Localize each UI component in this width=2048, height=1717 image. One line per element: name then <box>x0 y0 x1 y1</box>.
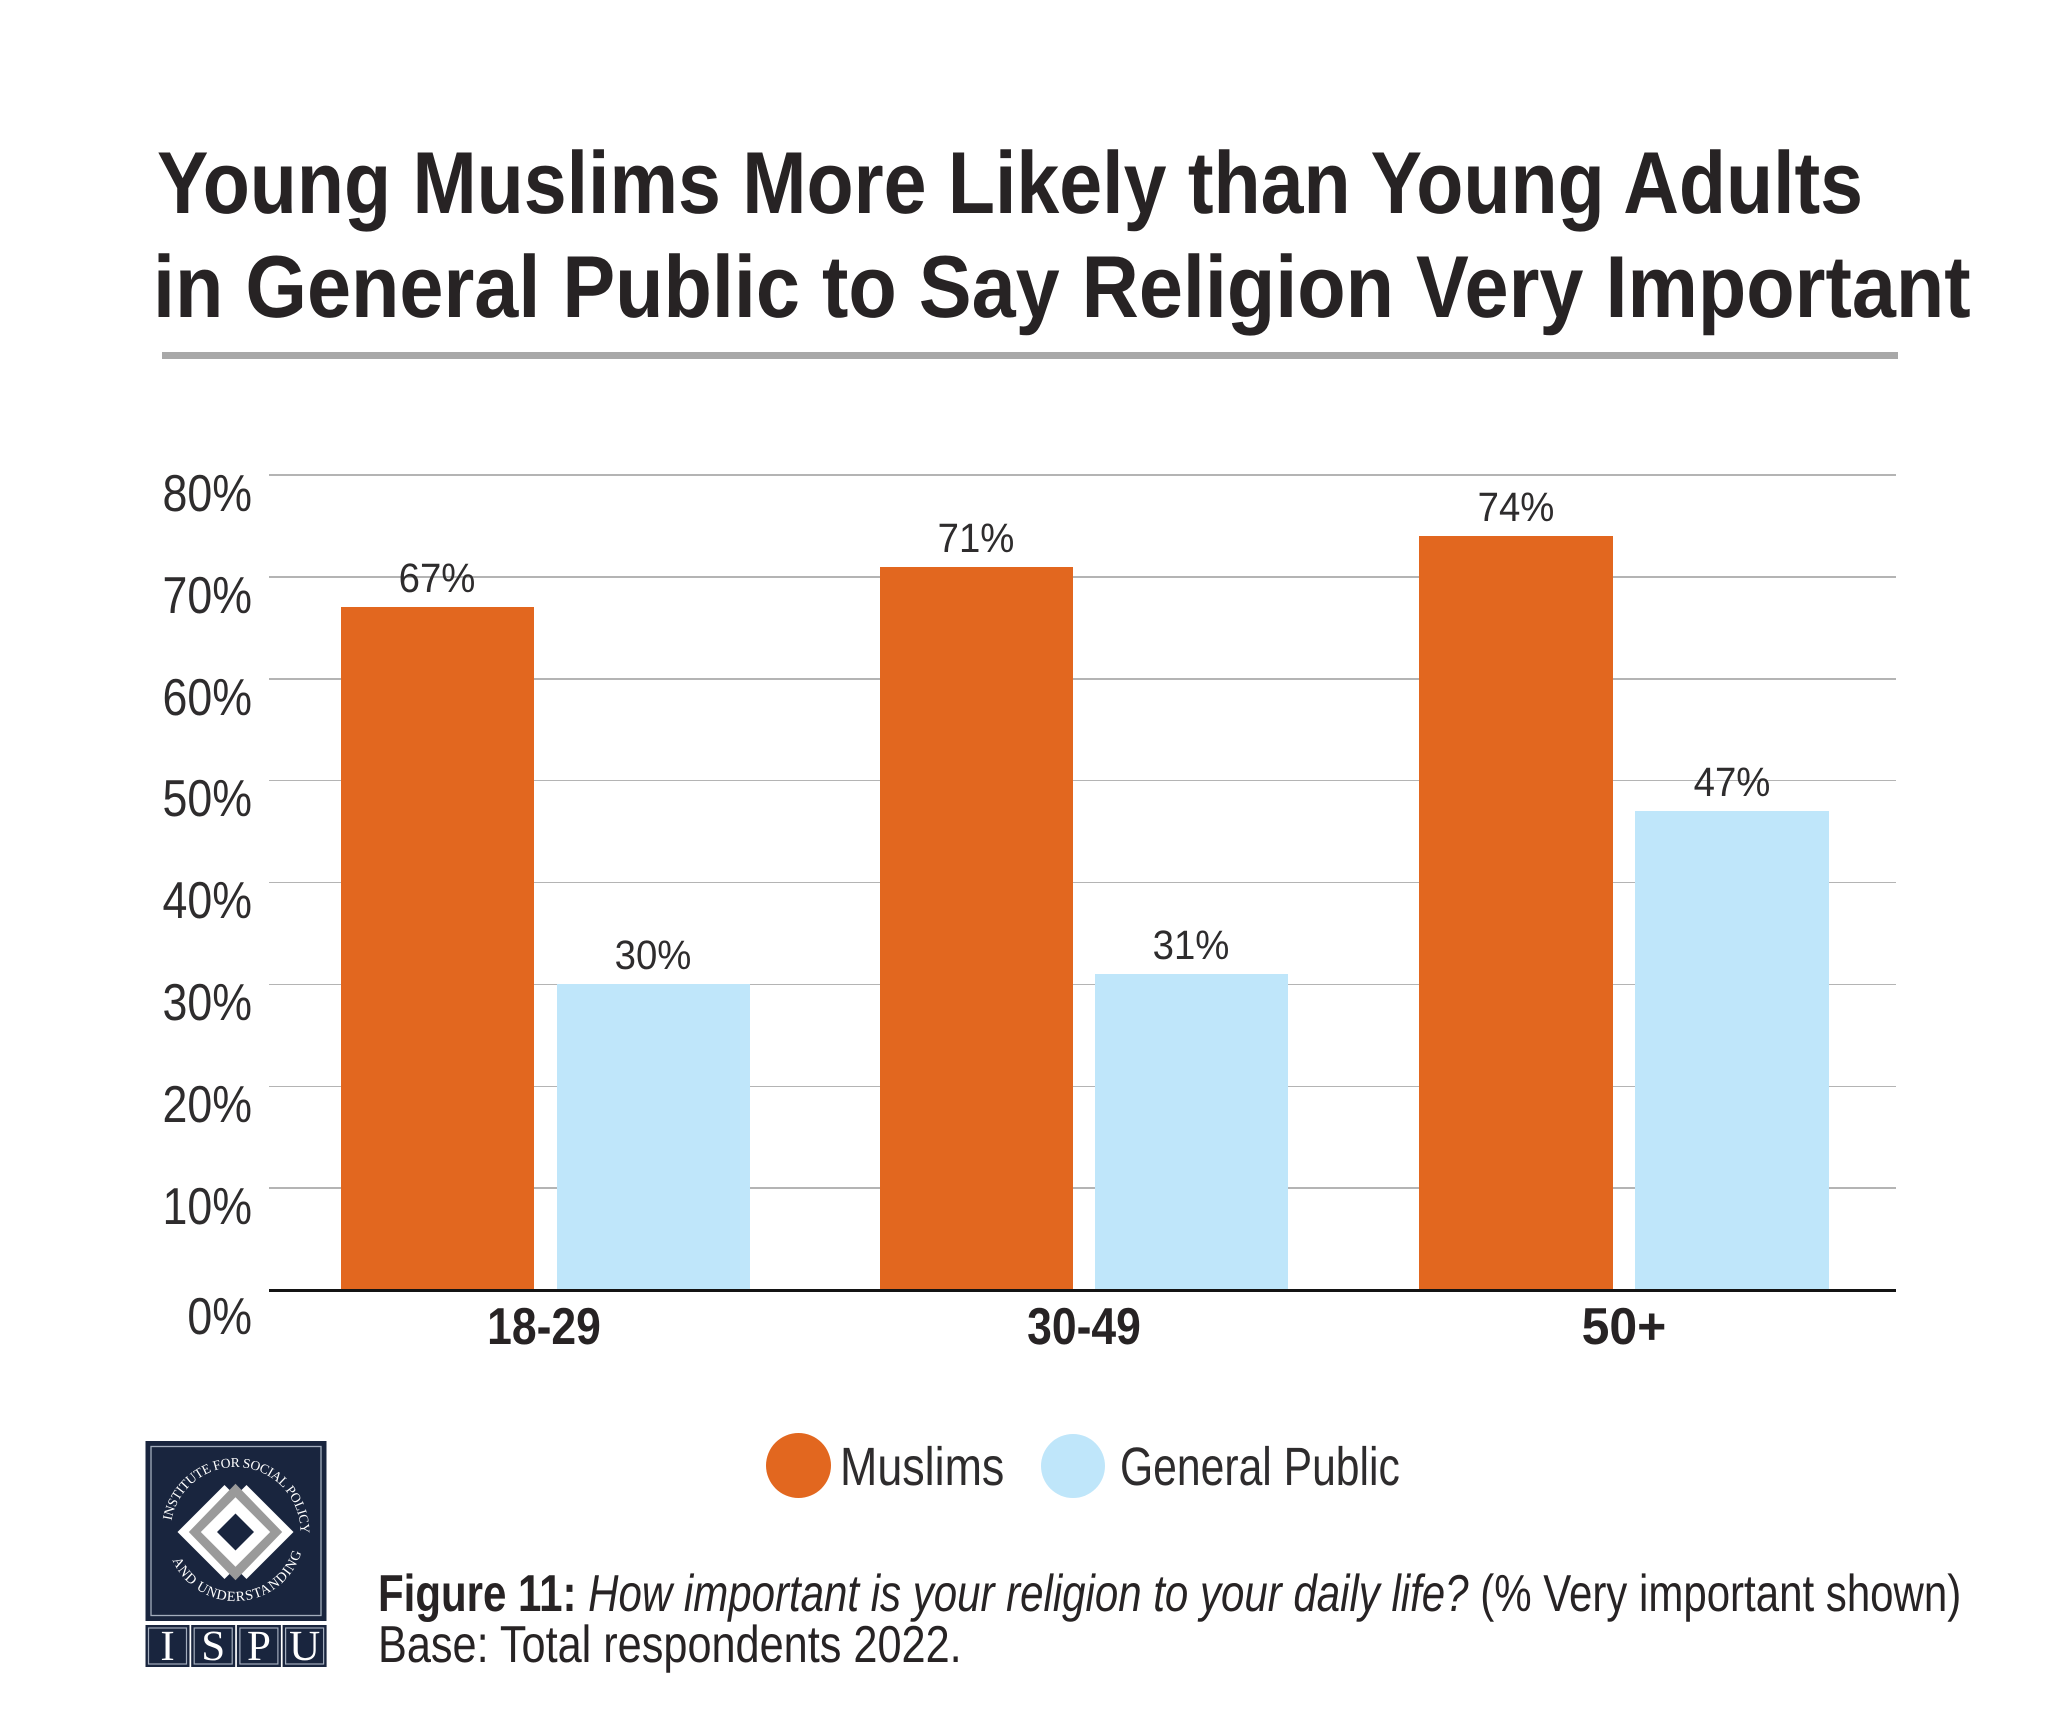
svg-text:P: P <box>247 1623 271 1668</box>
svg-text:S: S <box>201 1623 225 1668</box>
svg-text:I: I <box>160 1623 174 1668</box>
svg-text:U: U <box>289 1623 320 1668</box>
